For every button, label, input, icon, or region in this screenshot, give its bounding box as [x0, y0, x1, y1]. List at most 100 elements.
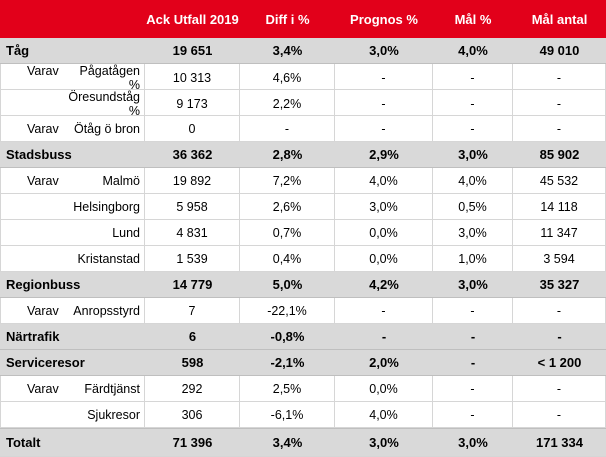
group-row: Tåg 19 651 3,4% 3,0% 4,0% 49 010: [0, 38, 606, 64]
table-cell: 3,0%: [369, 43, 399, 58]
row-label: Lund: [0, 220, 145, 245]
row-label: Tåg: [6, 43, 30, 58]
row-label: Varav Ötåg ö bron: [0, 116, 145, 141]
table-cell: 35 327: [539, 277, 580, 292]
table-cell: -: [335, 64, 433, 92]
row-label: Varav Malmö: [0, 168, 145, 193]
table-row: Öresundståg % 9 173 2,2% - - -: [0, 90, 606, 118]
header-cell-diff: Diff i %: [265, 11, 310, 27]
total-row: Totalt 71 396 3,4% 3,0% 3,0% 171 334: [0, 428, 606, 457]
table-cell: 2,2%: [240, 90, 335, 118]
table-cell: 10 313: [145, 64, 240, 92]
header-cell-ack-utfall: Ack Utfall 2019: [146, 11, 239, 27]
row-prefix: Varav: [27, 303, 59, 318]
table-cell: 85 902: [539, 147, 580, 162]
row-name: Malmö: [102, 173, 140, 188]
header-cell-prognos: Prognos %: [350, 11, 418, 27]
row-name: Sjukresor: [87, 407, 140, 422]
table-cell: 1,0%: [433, 246, 513, 271]
table-cell: 1 539: [145, 246, 240, 271]
row-label: Sjukresor: [0, 402, 145, 427]
table-cell: -: [335, 298, 433, 323]
table-cell: 306: [145, 402, 240, 427]
table-cell: 0,0%: [335, 220, 433, 245]
row-prefix: [27, 252, 65, 266]
row-name: Helsingborg: [73, 199, 140, 214]
header-cell-mal-procent: Mål %: [454, 11, 492, 27]
sub-label: Varav Pågatågen %: [1, 64, 144, 92]
table-cell: 3,0%: [458, 277, 488, 292]
table-cell: 4,0%: [433, 168, 513, 193]
table-cell: 2,0%: [369, 355, 399, 370]
table-cell: 14 118: [513, 194, 606, 219]
table-body: Tåg 19 651 3,4% 3,0% 4,0% 49 010 Varav Pågatåge…: [0, 38, 606, 457]
table-cell: 171 334: [536, 435, 583, 450]
sub-label: Varav Färdtjänst: [1, 382, 144, 396]
table-cell: 2,5%: [240, 376, 335, 401]
sub-label: Sjukresor: [1, 408, 144, 422]
table-cell: -: [513, 64, 606, 92]
table-cell: 3,0%: [433, 220, 513, 245]
table-cell: -6,1%: [240, 402, 335, 427]
row-label: Öresundståg %: [0, 90, 145, 118]
table-cell: 49 010: [539, 43, 580, 58]
sub-label: Helsingborg: [1, 200, 144, 214]
table-cell: -0,8%: [270, 329, 305, 344]
table-cell: 3 594: [513, 246, 606, 271]
table-cell: 3,4%: [272, 43, 303, 58]
table-cell: 71 396: [172, 435, 213, 450]
table-cell: -: [433, 116, 513, 141]
table-cell: 0,0%: [335, 376, 433, 401]
table-cell: -: [513, 376, 606, 401]
row-name: Lund: [112, 225, 140, 240]
row-label: Närtrafik: [6, 329, 60, 344]
table-cell: 36 362: [172, 147, 213, 162]
table-cell: -2,1%: [270, 355, 305, 370]
table-cell: 7: [145, 298, 240, 323]
table-cell: -: [433, 64, 513, 92]
table-cell: 14 779: [172, 277, 213, 292]
row-prefix: Varav: [27, 64, 59, 78]
sub-label: Varav Malmö: [1, 174, 144, 188]
row-label: Kristanstad: [0, 246, 145, 271]
group-row: Serviceresor 598 -2,1% 2,0% - < 1 200: [0, 350, 606, 376]
table-cell: 292: [145, 376, 240, 401]
row-prefix: Varav: [27, 173, 59, 188]
row-prefix: Varav: [27, 121, 59, 136]
row-name: Anropsstyrd: [73, 303, 140, 318]
table-cell: 0,0%: [335, 246, 433, 271]
table-cell: -: [470, 355, 476, 370]
row-label: Totalt: [6, 435, 41, 450]
table-cell: -: [513, 298, 606, 323]
table-cell: 19 892: [145, 168, 240, 193]
sub-label: Varav Anropsstyrd: [1, 304, 144, 318]
table-cell: 598: [181, 355, 204, 370]
table-cell: 5 958: [145, 194, 240, 219]
table-cell: -: [513, 402, 606, 427]
table-cell: -: [433, 90, 513, 118]
group-row: Regionbuss 14 779 5,0% 4,2% 3,0% 35 327: [0, 272, 606, 298]
row-label: Serviceresor: [6, 355, 85, 370]
row-prefix: [27, 90, 65, 118]
table-cell: 9 173: [145, 90, 240, 118]
table-cell: 4,2%: [369, 277, 399, 292]
row-label: Varav Pågatågen %: [0, 64, 145, 92]
table-cell: 0,5%: [433, 194, 513, 219]
table-cell: 45 532: [513, 168, 606, 193]
table-cell: 2,9%: [369, 147, 399, 162]
table-row: Varav Pågatågen % 10 313 4,6% - - -: [0, 64, 606, 92]
table-cell: 0,4%: [240, 246, 335, 271]
table-cell: 2,6%: [240, 194, 335, 219]
table-cell: -: [433, 298, 513, 323]
table-row: Varav Malmö 19 892 7,2% 4,0% 4,0% 45 532: [0, 168, 606, 194]
table-row: Kristanstad 1 539 0,4% 0,0% 1,0% 3 594: [0, 246, 606, 272]
table-header: Ack Utfall 2019 Diff i % Prognos % Mål %…: [0, 0, 606, 38]
row-prefix: [27, 408, 65, 422]
row-name: Ötåg ö bron: [73, 121, 140, 136]
table-cell: < 1 200: [537, 355, 582, 370]
table-cell: -: [470, 329, 476, 344]
sub-label: Kristanstad: [1, 252, 144, 266]
sub-label: Lund: [1, 226, 144, 240]
row-name: Öresundståg %: [68, 90, 140, 118]
